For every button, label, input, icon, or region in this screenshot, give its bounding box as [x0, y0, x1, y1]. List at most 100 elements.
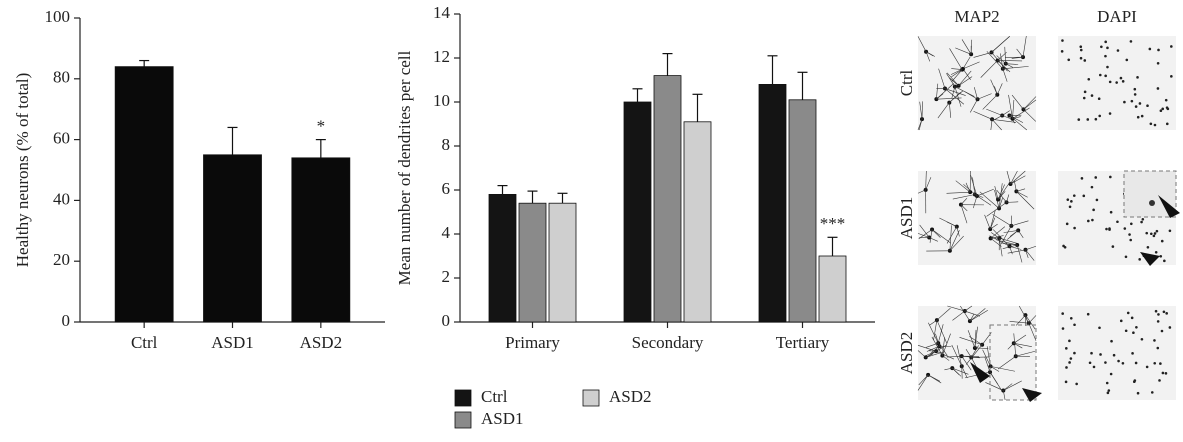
- nucleus: [1154, 232, 1157, 235]
- x-tick-label: Tertiary: [776, 333, 830, 352]
- nucleus: [1116, 220, 1119, 223]
- nucleus: [1104, 55, 1107, 58]
- nucleus: [1156, 347, 1159, 350]
- nucleus: [1073, 227, 1076, 230]
- y-axis-label: Mean number of dendrites per cell: [395, 50, 414, 285]
- nucleus: [1113, 354, 1116, 357]
- row-label: ASD1: [897, 197, 916, 240]
- nucleus: [1159, 255, 1162, 258]
- nucleus: [1106, 47, 1109, 50]
- bar: [759, 84, 786, 322]
- nucleus: [1157, 313, 1160, 316]
- nucleus: [1150, 232, 1153, 235]
- nucleus: [1125, 255, 1128, 258]
- nucleus: [1108, 227, 1111, 230]
- nucleus: [1122, 362, 1125, 365]
- nucleus: [1134, 88, 1137, 91]
- nucleus: [1106, 382, 1109, 385]
- nucleus: [1153, 235, 1156, 238]
- nucleus: [1094, 176, 1097, 179]
- nucleus: [1166, 123, 1169, 126]
- legend-swatch: [455, 390, 471, 406]
- y-tick-label: 4: [442, 223, 451, 242]
- nucleus: [1066, 198, 1069, 201]
- nucleus: [1132, 331, 1135, 334]
- nucleus: [1160, 109, 1163, 112]
- nucleus: [1163, 260, 1166, 263]
- nucleus: [1104, 75, 1107, 78]
- column-label: DAPI: [1097, 7, 1137, 26]
- nucleus: [1123, 101, 1126, 104]
- nucleus: [1139, 102, 1142, 105]
- micrograph: [1058, 306, 1176, 400]
- nucleus: [1086, 118, 1089, 121]
- bar: [204, 155, 262, 322]
- nucleus: [1124, 227, 1127, 230]
- nucleus: [1161, 108, 1164, 111]
- x-tick-label: ASD1: [211, 333, 254, 352]
- nucleus: [1081, 177, 1084, 180]
- nucleus: [1163, 310, 1166, 313]
- nucleus: [1090, 352, 1093, 355]
- nucleus: [1109, 112, 1112, 115]
- y-tick-label: 0: [442, 311, 451, 330]
- nucleus: [1098, 115, 1101, 118]
- nucleus: [1075, 383, 1078, 386]
- y-tick-label: 100: [45, 7, 71, 26]
- nucleus: [1130, 223, 1133, 226]
- nucleus: [1104, 361, 1107, 364]
- nucleus: [1134, 379, 1137, 382]
- nucleus: [1061, 39, 1064, 42]
- micrograph: [918, 306, 1036, 400]
- nucleus: [1104, 41, 1107, 44]
- nucleus: [1108, 389, 1111, 392]
- nucleus: [1145, 232, 1148, 235]
- nucleus: [1098, 326, 1101, 329]
- nucleus: [1068, 340, 1071, 343]
- nucleus: [1080, 49, 1083, 52]
- nucleus: [1169, 229, 1172, 232]
- nucleus: [1155, 251, 1158, 254]
- nucleus: [1131, 100, 1134, 103]
- nucleus: [1130, 40, 1133, 43]
- nucleus: [1087, 220, 1090, 223]
- nucleus: [1156, 230, 1159, 233]
- nucleus: [1067, 58, 1070, 61]
- nucleus: [1062, 245, 1065, 248]
- nucleus: [1070, 200, 1073, 203]
- y-tick-label: 40: [53, 189, 70, 208]
- row-label: Ctrl: [897, 70, 916, 97]
- legend-label: ASD2: [609, 387, 652, 406]
- page: {"chart_data": [ {"type": "bar", "ylabel…: [0, 0, 1183, 442]
- bar: [654, 76, 681, 322]
- nucleus: [1091, 94, 1094, 97]
- nucleus: [1170, 45, 1173, 48]
- nucleus: [1073, 352, 1076, 355]
- bar: [684, 122, 711, 322]
- nucleus: [1158, 379, 1161, 382]
- nucleus: [1157, 62, 1160, 65]
- nucleus: [1151, 391, 1154, 394]
- legend-label: ASD1: [481, 409, 524, 428]
- nucleus: [1170, 75, 1173, 78]
- nucleus: [1147, 246, 1150, 249]
- nucleus: [1137, 392, 1140, 395]
- y-tick-label: 8: [442, 135, 451, 154]
- nucleus: [1110, 211, 1113, 214]
- nucleus: [1068, 361, 1071, 364]
- nucleus: [1117, 360, 1120, 363]
- nucleus: [1161, 240, 1164, 243]
- nucleus: [1131, 352, 1134, 355]
- nucleus: [1109, 176, 1112, 179]
- nucleus: [1095, 118, 1098, 121]
- nucleus: [1069, 205, 1072, 208]
- nucleus: [1110, 340, 1113, 343]
- y-axis-label: Healthy neurons (% of total): [13, 73, 32, 268]
- nucleus: [1099, 353, 1102, 356]
- legend-swatch: [455, 412, 471, 428]
- bar: [789, 100, 816, 322]
- nucleus: [1166, 106, 1169, 109]
- nucleus: [1161, 330, 1164, 333]
- y-tick-label: 12: [433, 47, 450, 66]
- nucleus: [1062, 327, 1065, 330]
